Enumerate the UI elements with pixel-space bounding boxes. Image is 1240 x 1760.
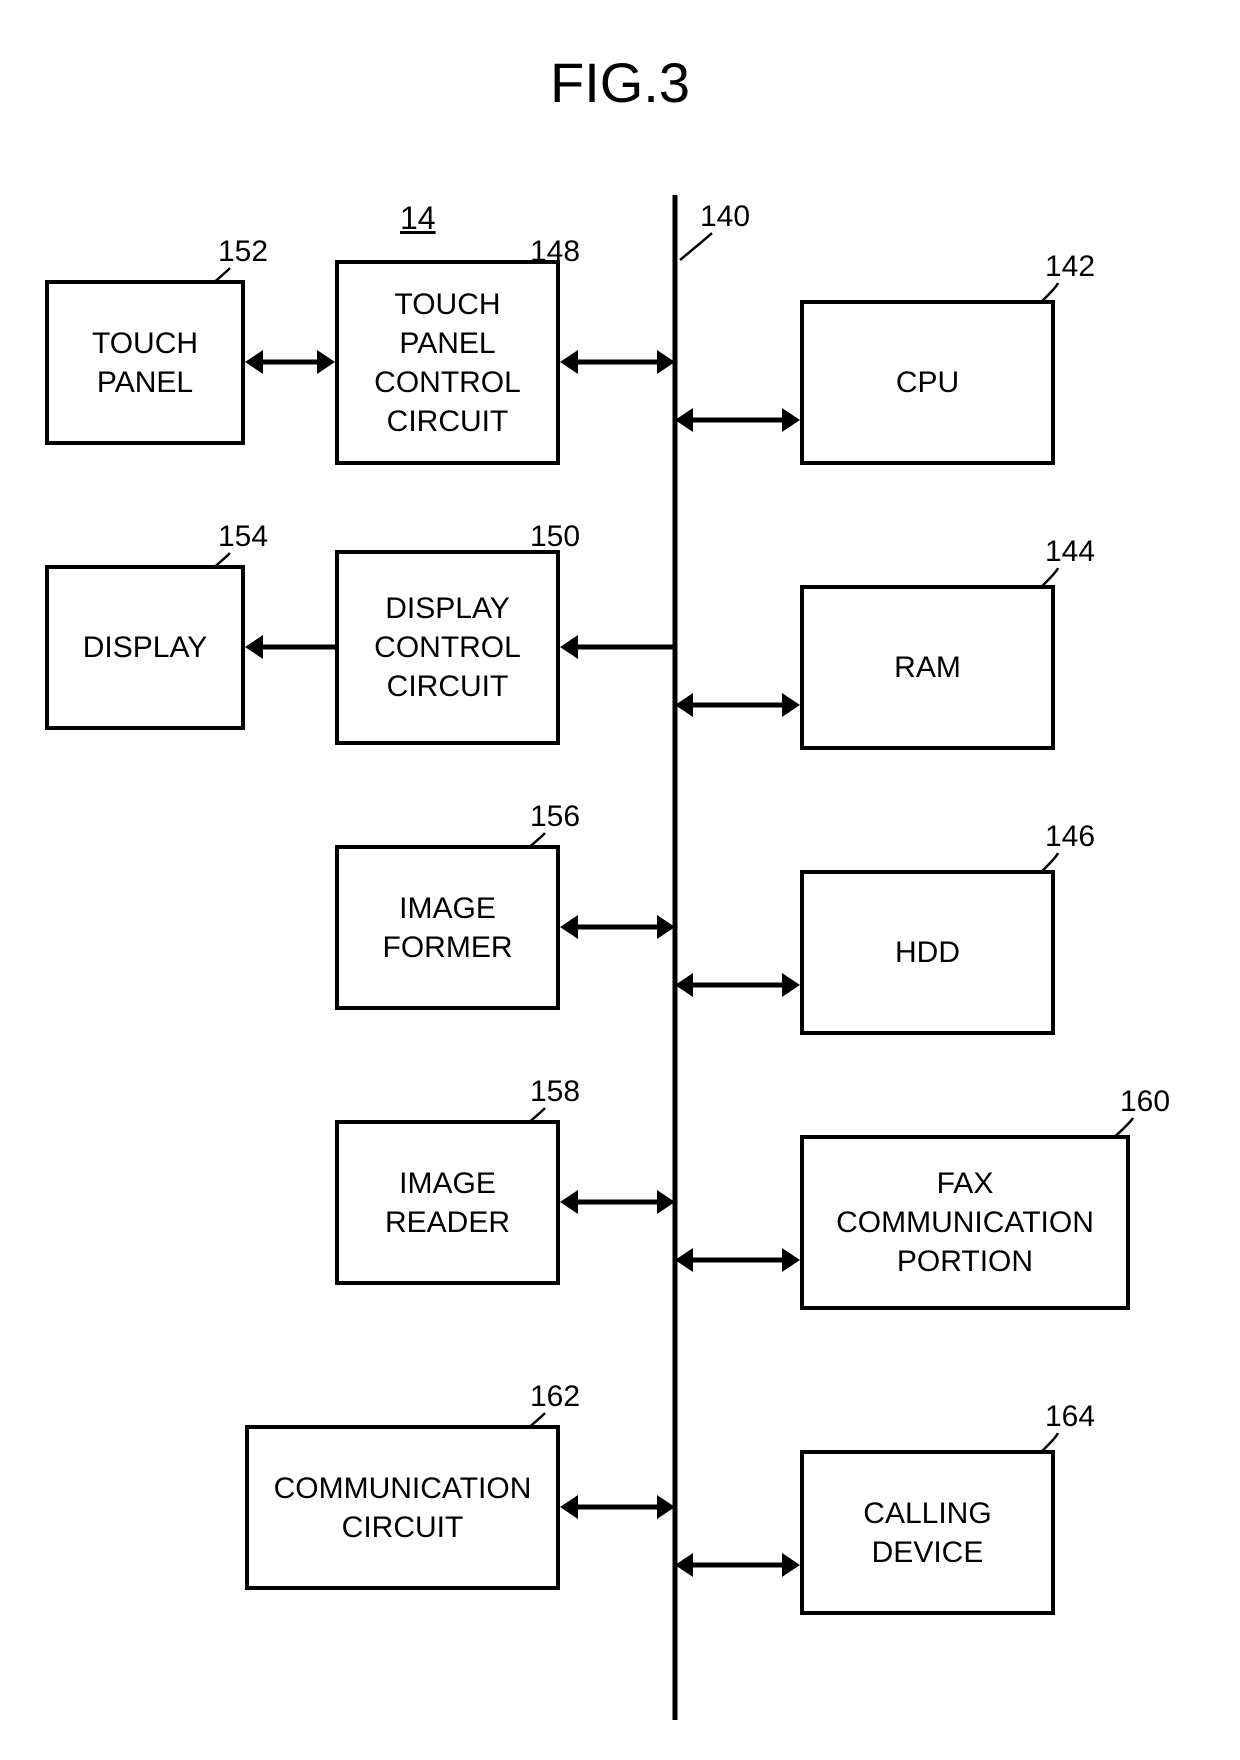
ref-calling-device: 164 xyxy=(1045,1400,1095,1434)
block-display: DISPLAY xyxy=(45,565,245,730)
figure-stage: FIG.3 14 140TOUCHPANEL152TOUCHPANELCONTR… xyxy=(0,0,1240,1760)
block-calling-device: CALLINGDEVICE xyxy=(800,1450,1055,1615)
block-fax: FAXCOMMUNICATIONPORTION xyxy=(800,1135,1130,1310)
block-touch-panel-control: TOUCHPANELCONTROLCIRCUIT xyxy=(335,260,560,465)
block-cpu: CPU xyxy=(800,300,1055,465)
ref-touch-panel-control: 148 xyxy=(530,235,580,269)
ref-cpu: 142 xyxy=(1045,250,1095,284)
ref-display-control: 150 xyxy=(530,520,580,554)
ref-fax: 160 xyxy=(1120,1085,1170,1119)
ref-hdd: 146 xyxy=(1045,820,1095,854)
block-comm-circuit: COMMUNICATIONCIRCUIT xyxy=(245,1425,560,1590)
ref-display: 154 xyxy=(218,520,268,554)
ref-comm-circuit: 162 xyxy=(530,1380,580,1414)
block-ram: RAM xyxy=(800,585,1055,750)
bus-reference: 140 xyxy=(700,200,750,234)
block-touch-panel: TOUCHPANEL xyxy=(45,280,245,445)
ref-touch-panel: 152 xyxy=(218,235,268,269)
block-display-control: DISPLAYCONTROLCIRCUIT xyxy=(335,550,560,745)
ref-image-former: 156 xyxy=(530,800,580,834)
block-image-former: IMAGEFORMER xyxy=(335,845,560,1010)
block-image-reader: IMAGEREADER xyxy=(335,1120,560,1285)
ref-image-reader: 158 xyxy=(530,1075,580,1109)
block-hdd: HDD xyxy=(800,870,1055,1035)
ref-ram: 144 xyxy=(1045,535,1095,569)
